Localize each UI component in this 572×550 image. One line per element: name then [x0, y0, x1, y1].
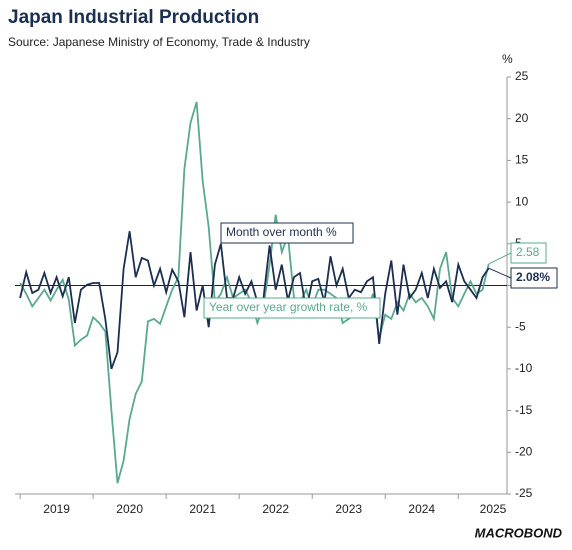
x-tick-label: 2021	[189, 502, 216, 516]
legend-box	[220, 222, 354, 244]
legend-box	[203, 297, 381, 319]
y-tick-label: 20	[515, 111, 529, 125]
y-tick-label: 15	[515, 153, 529, 167]
logo: MACROBOND	[475, 525, 563, 540]
end-label: 2.58	[516, 245, 540, 259]
chart-title: Japan Industrial Production	[8, 7, 259, 28]
x-tick-label: 2020	[116, 502, 143, 516]
legend-label: Month over month %	[226, 225, 337, 239]
y-tick-label: 10	[515, 194, 529, 208]
x-tick-label: 2025	[480, 502, 507, 516]
end-label: 2.08%	[516, 270, 550, 284]
x-tick-label: 2023	[335, 502, 362, 516]
y-tick-label: -15	[515, 403, 533, 417]
x-tick-label: 2022	[262, 502, 289, 516]
y-axis-label: %	[502, 52, 513, 66]
y-tick-label: 25	[515, 69, 529, 83]
y-tick-label: -10	[515, 361, 533, 375]
chart-subtitle: Source: Japanese Ministry of Economy, Tr…	[8, 35, 310, 49]
end-label-box	[510, 267, 558, 289]
series-line	[19, 231, 490, 370]
x-tick-label: 2024	[408, 502, 435, 516]
end-label-box	[510, 242, 547, 264]
x-tick-label: 2019	[43, 502, 70, 516]
end-label-connector	[488, 252, 512, 265]
y-tick-label: -25	[515, 486, 533, 500]
end-label-connector	[488, 267, 512, 279]
legend-label: Year over year growth rate, %	[209, 300, 368, 314]
y-tick-label: -5	[515, 319, 526, 333]
y-tick-label: -20	[515, 444, 533, 458]
